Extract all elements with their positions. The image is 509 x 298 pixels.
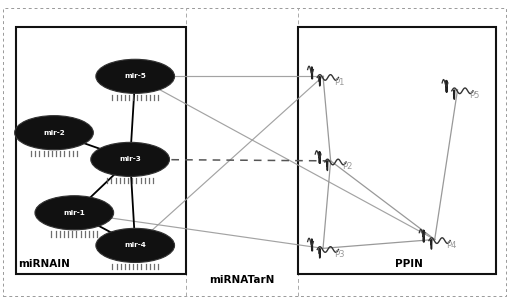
Text: miRNAIN: miRNAIN <box>18 259 70 269</box>
Bar <box>298 27 496 274</box>
Text: P5: P5 <box>469 91 479 100</box>
Ellipse shape <box>96 228 175 263</box>
Ellipse shape <box>15 116 93 150</box>
Text: P4: P4 <box>446 241 456 250</box>
Text: P2: P2 <box>342 162 352 171</box>
Ellipse shape <box>91 142 169 176</box>
Bar <box>16 27 186 274</box>
Ellipse shape <box>96 59 175 93</box>
Text: mir-3: mir-3 <box>119 156 141 162</box>
Text: mir-1: mir-1 <box>64 210 85 216</box>
Text: mir-5: mir-5 <box>124 73 146 79</box>
Ellipse shape <box>35 196 114 230</box>
Text: miRNATarN: miRNATarN <box>209 275 274 285</box>
Text: P1: P1 <box>334 78 345 87</box>
Text: mir-4: mir-4 <box>124 242 146 249</box>
Text: mir-2: mir-2 <box>43 130 65 136</box>
Text: P3: P3 <box>334 250 345 259</box>
Text: PPIN: PPIN <box>395 259 423 269</box>
